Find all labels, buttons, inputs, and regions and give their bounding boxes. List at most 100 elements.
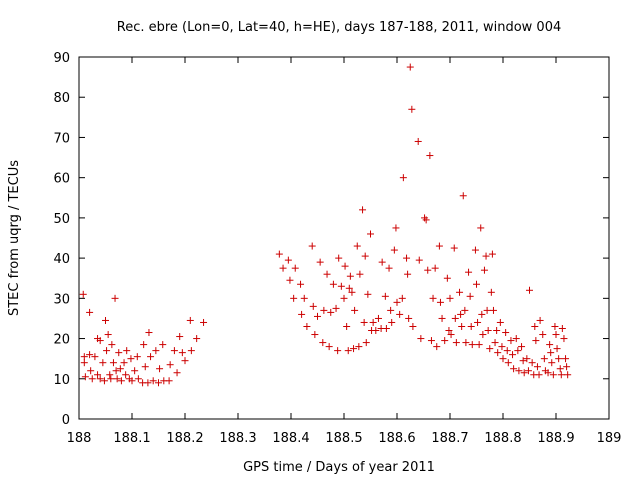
data-point bbox=[531, 322, 539, 330]
data-point bbox=[320, 306, 328, 314]
data-point bbox=[327, 308, 335, 316]
data-point bbox=[356, 270, 364, 278]
data-point bbox=[398, 294, 406, 302]
data-point bbox=[87, 367, 95, 375]
data-point bbox=[507, 337, 515, 345]
data-point bbox=[186, 316, 194, 324]
data-point bbox=[123, 347, 131, 355]
y-tick-label: 80 bbox=[53, 91, 70, 106]
y-tick-label: 20 bbox=[53, 333, 70, 348]
data-point bbox=[334, 347, 342, 355]
data-point bbox=[108, 341, 116, 349]
data-point bbox=[426, 152, 434, 160]
data-point bbox=[456, 288, 464, 296]
data-point bbox=[96, 337, 104, 345]
data-point bbox=[181, 357, 189, 365]
data-point bbox=[564, 371, 572, 379]
data-point bbox=[193, 335, 201, 343]
data-point bbox=[533, 363, 541, 371]
data-point bbox=[385, 264, 393, 272]
data-point bbox=[367, 230, 374, 238]
data-point bbox=[441, 337, 449, 345]
data-point bbox=[308, 242, 316, 250]
data-point bbox=[528, 359, 536, 367]
data-point bbox=[445, 327, 453, 335]
data-point bbox=[300, 294, 308, 302]
x-axis: 188 188.1 188.2 188.3 188.4 188.5 188.6 188.7 18… bbox=[67, 57, 622, 446]
data-point bbox=[116, 365, 124, 373]
data-point bbox=[468, 341, 476, 349]
data-point bbox=[155, 379, 162, 387]
data-point bbox=[275, 250, 283, 258]
x-tick-label: 188.2 bbox=[166, 431, 203, 446]
data-point bbox=[519, 357, 527, 365]
data-point bbox=[127, 355, 135, 363]
data-point bbox=[372, 327, 380, 335]
data-point bbox=[80, 353, 88, 361]
data-point bbox=[483, 306, 491, 314]
data-point bbox=[81, 373, 89, 381]
data-point bbox=[488, 250, 496, 258]
data-point bbox=[562, 355, 570, 363]
data-point bbox=[461, 306, 469, 314]
data-point bbox=[475, 341, 483, 349]
data-point bbox=[107, 375, 115, 383]
x-tick-label: 189 bbox=[597, 431, 622, 446]
data-point bbox=[374, 314, 382, 322]
data-point bbox=[404, 270, 412, 278]
x-tick-label: 188.1 bbox=[113, 431, 150, 446]
data-point bbox=[86, 351, 94, 359]
data-point bbox=[399, 174, 407, 182]
data-point bbox=[563, 363, 571, 371]
data-point bbox=[465, 268, 473, 276]
data-point bbox=[518, 343, 526, 351]
data-point bbox=[502, 329, 510, 337]
data-point bbox=[187, 347, 195, 355]
data-point bbox=[122, 371, 130, 379]
data-point bbox=[532, 337, 540, 345]
data-point bbox=[523, 355, 531, 363]
data-point bbox=[396, 310, 404, 318]
data-point bbox=[457, 310, 465, 318]
data-point bbox=[355, 343, 363, 351]
x-tick-label: 188.8 bbox=[484, 431, 521, 446]
chart-title: Rec. ebre (Lon=0, Lat=40, h=HE), days 18… bbox=[117, 20, 561, 35]
data-point bbox=[134, 375, 142, 383]
data-point bbox=[547, 349, 555, 357]
data-point bbox=[467, 322, 475, 330]
data-point bbox=[417, 335, 425, 343]
data-point bbox=[109, 359, 117, 367]
data-point bbox=[346, 272, 354, 280]
x-tick-label: 188 bbox=[67, 431, 92, 446]
data-point bbox=[433, 343, 441, 351]
y-tick-label: 60 bbox=[53, 172, 70, 187]
data-point bbox=[452, 339, 460, 347]
data-point bbox=[297, 280, 305, 288]
data-point bbox=[446, 294, 454, 302]
data-point bbox=[427, 337, 435, 345]
data-point bbox=[178, 349, 186, 357]
data-point bbox=[361, 252, 369, 260]
data-point bbox=[329, 280, 337, 288]
x-tick-label: 188.9 bbox=[537, 431, 574, 446]
data-point bbox=[429, 294, 437, 302]
data-point bbox=[344, 347, 352, 355]
data-point bbox=[345, 284, 353, 292]
data-point bbox=[390, 246, 398, 254]
data-point bbox=[438, 314, 446, 322]
data-point bbox=[323, 270, 331, 278]
data-point bbox=[539, 331, 547, 339]
data-point bbox=[489, 306, 497, 314]
data-point bbox=[91, 353, 99, 361]
y-tick-label: 50 bbox=[53, 212, 70, 227]
data-points bbox=[79, 63, 572, 387]
data-point bbox=[431, 264, 439, 272]
data-point bbox=[351, 306, 359, 314]
data-point bbox=[540, 355, 548, 363]
data-point bbox=[392, 224, 400, 232]
data-point bbox=[359, 206, 367, 214]
data-point bbox=[115, 349, 123, 357]
data-point bbox=[408, 105, 416, 113]
data-point bbox=[140, 341, 148, 349]
data-point bbox=[406, 63, 414, 71]
